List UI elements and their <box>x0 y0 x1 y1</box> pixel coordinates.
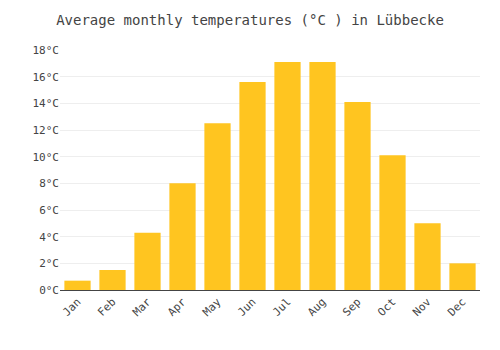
svg-text:Nov: Nov <box>410 295 434 319</box>
svg-text:Jan: Jan <box>60 296 83 319</box>
svg-text:Aug: Aug <box>305 296 328 319</box>
svg-text:May: May <box>200 295 224 319</box>
svg-text:4°C: 4°C <box>39 231 59 244</box>
svg-text:2°C: 2°C <box>39 257 59 270</box>
svg-text:Average monthly temperatures (: Average monthly temperatures (°C ) in Lü… <box>56 12 444 28</box>
svg-text:8°C: 8°C <box>39 177 59 190</box>
svg-text:Sep: Sep <box>340 296 363 319</box>
svg-text:14°C: 14°C <box>33 97 60 110</box>
svg-text:Mar: Mar <box>130 295 154 319</box>
svg-text:10°C: 10°C <box>33 151 60 164</box>
svg-text:12°C: 12°C <box>33 124 60 137</box>
svg-text:Dec: Dec <box>445 296 468 319</box>
svg-text:0°C: 0°C <box>39 284 59 297</box>
svg-text:Jun: Jun <box>235 296 258 319</box>
svg-text:Apr: Apr <box>165 295 189 319</box>
svg-text:Oct: Oct <box>375 296 398 319</box>
svg-text:6°C: 6°C <box>39 204 59 217</box>
svg-text:Jul: Jul <box>270 296 293 319</box>
svg-text:Feb: Feb <box>95 296 118 319</box>
svg-text:18°C: 18°C <box>33 44 60 57</box>
svg-text:16°C: 16°C <box>33 71 60 84</box>
